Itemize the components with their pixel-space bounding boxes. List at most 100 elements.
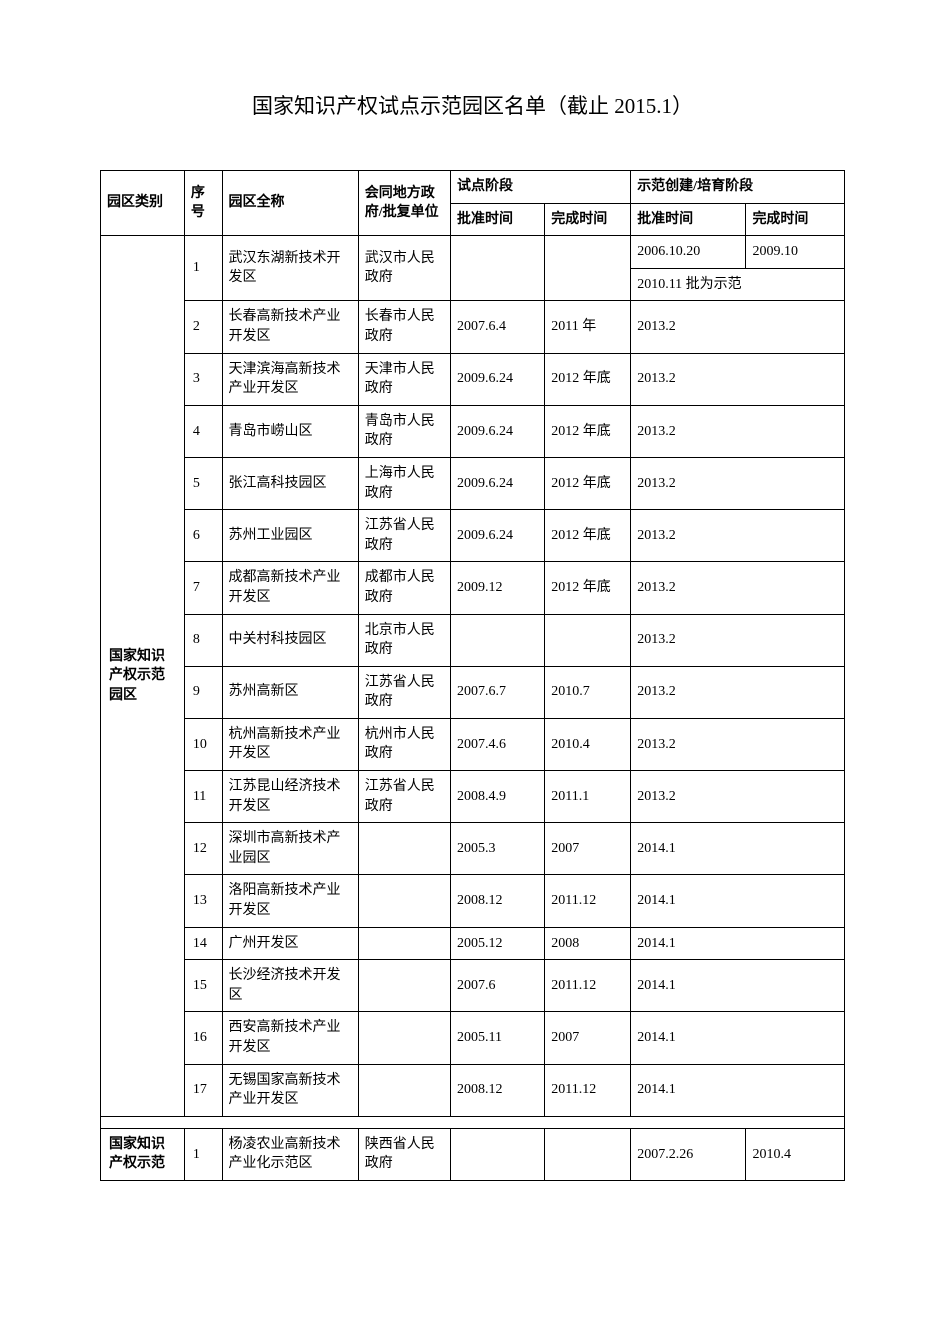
authority-cell xyxy=(358,1064,450,1116)
seq-cell: 13 xyxy=(184,875,222,927)
authority-cell xyxy=(358,875,450,927)
seq-cell: 2 xyxy=(184,301,222,353)
table-row: 7成都高新技术产业开发区成都市人民政府2009.122012 年底2013.2 xyxy=(101,562,845,614)
pilot-complete-cell: 2011.12 xyxy=(545,875,631,927)
park-name-cell: 江苏昆山经济技术开发区 xyxy=(222,771,358,823)
authority-cell: 江苏省人民政府 xyxy=(358,666,450,718)
park-name-cell: 西安高新技术产业开发区 xyxy=(222,1012,358,1064)
demo-approve-cell: 2013.2 xyxy=(631,614,845,666)
pilot-approve-cell xyxy=(450,1128,544,1180)
pilot-complete-cell: 2012 年底 xyxy=(545,510,631,562)
authority-cell: 长春市人民政府 xyxy=(358,301,450,353)
seq-cell: 6 xyxy=(184,510,222,562)
pilot-complete-cell: 2007 xyxy=(545,1012,631,1064)
demo-approve-cell: 2013.2 xyxy=(631,405,845,457)
authority-cell: 青岛市人民政府 xyxy=(358,405,450,457)
header-authority: 会同地方政府/批复单位 xyxy=(358,171,450,236)
seq-cell: 5 xyxy=(184,457,222,509)
seq-cell: 16 xyxy=(184,1012,222,1064)
seq-cell: 8 xyxy=(184,614,222,666)
authority-cell: 陕西省人民政府 xyxy=(358,1128,450,1180)
pilot-complete-cell: 2011.1 xyxy=(545,771,631,823)
pilot-complete-cell: 2011.12 xyxy=(545,960,631,1012)
table-row: 3天津滨海高新技术产业开发区天津市人民政府2009.6.242012 年底201… xyxy=(101,353,845,405)
park-name-cell: 武汉东湖新技术开发区 xyxy=(222,236,358,301)
pilot-approve-cell: 2009.6.24 xyxy=(450,510,544,562)
park-name-cell: 广州开发区 xyxy=(222,927,358,960)
authority-cell: 杭州市人民政府 xyxy=(358,718,450,770)
table-row: 2长春高新技术产业开发区长春市人民政府2007.6.42011 年2013.2 xyxy=(101,301,845,353)
pilot-complete-cell: 2007 xyxy=(545,823,631,875)
authority-cell: 上海市人民政府 xyxy=(358,457,450,509)
pilot-approve-cell: 2008.12 xyxy=(450,1064,544,1116)
park-name-cell: 青岛市崂山区 xyxy=(222,405,358,457)
demo-approve-cell: 2007.2.26 xyxy=(631,1128,746,1180)
pilot-approve-cell: 2009.6.24 xyxy=(450,457,544,509)
pilot-approve-cell: 2008.4.9 xyxy=(450,771,544,823)
pilot-complete-cell: 2012 年底 xyxy=(545,457,631,509)
demo-approve-cell: 2014.1 xyxy=(631,1012,845,1064)
authority-cell xyxy=(358,823,450,875)
table-row: 国家知识产权示范园区1武汉东湖新技术开发区武汉市人民政府2006.10.2020… xyxy=(101,236,845,269)
authority-cell: 天津市人民政府 xyxy=(358,353,450,405)
header-seq: 序号 xyxy=(184,171,222,236)
authority-cell xyxy=(358,927,450,960)
authority-cell xyxy=(358,1012,450,1064)
seq-cell: 15 xyxy=(184,960,222,1012)
header-category: 园区类别 xyxy=(101,171,185,236)
park-name-cell: 苏州高新区 xyxy=(222,666,358,718)
table-row: 11江苏昆山经济技术开发区江苏省人民政府2008.4.92011.12013.2 xyxy=(101,771,845,823)
header-pilot-complete-time: 完成时间 xyxy=(545,203,631,236)
park-name-cell: 深圳市高新技术产业园区 xyxy=(222,823,358,875)
seq-cell: 4 xyxy=(184,405,222,457)
demo-approve-cell: 2013.2 xyxy=(631,353,845,405)
pilot-approve-cell: 2005.3 xyxy=(450,823,544,875)
table-row: 10杭州高新技术产业开发区杭州市人民政府2007.4.62010.42013.2 xyxy=(101,718,845,770)
category-cell: 国家知识产权示范 xyxy=(101,1128,185,1180)
seq-cell: 17 xyxy=(184,1064,222,1116)
park-name-cell: 张江高科技园区 xyxy=(222,457,358,509)
seq-cell: 1 xyxy=(184,1128,222,1180)
table-row: 9苏州高新区江苏省人民政府2007.6.72010.72013.2 xyxy=(101,666,845,718)
header-park-name: 园区全称 xyxy=(222,171,358,236)
pilot-complete-cell: 2010.4 xyxy=(545,718,631,770)
authority-cell: 江苏省人民政府 xyxy=(358,510,450,562)
seq-cell: 1 xyxy=(184,236,222,301)
park-name-cell: 长春高新技术产业开发区 xyxy=(222,301,358,353)
demo-approve-cell: 2013.2 xyxy=(631,718,845,770)
park-name-cell: 杨凌农业高新技术产业化示范区 xyxy=(222,1128,358,1180)
pilot-complete-cell xyxy=(545,614,631,666)
pilot-approve-cell: 2007.4.6 xyxy=(450,718,544,770)
demo-approve-cell: 2013.2 xyxy=(631,457,845,509)
pilot-complete-cell: 2012 年底 xyxy=(545,353,631,405)
pilot-complete-cell: 2010.7 xyxy=(545,666,631,718)
demo-approve-cell: 2013.2 xyxy=(631,771,845,823)
demo-approve-cell: 2013.2 xyxy=(631,510,845,562)
demo-approve-cell: 2014.1 xyxy=(631,960,845,1012)
demo-note-cell: 2010.11 批为示范 xyxy=(631,268,845,301)
park-name-cell: 洛阳高新技术产业开发区 xyxy=(222,875,358,927)
table-row: 国家知识产权示范1杨凌农业高新技术产业化示范区陕西省人民政府2007.2.262… xyxy=(101,1128,845,1180)
pilot-approve-cell xyxy=(450,614,544,666)
table-row: 17无锡国家高新技术产业开发区2008.122011.122014.1 xyxy=(101,1064,845,1116)
table-row: 6苏州工业园区江苏省人民政府2009.6.242012 年底2013.2 xyxy=(101,510,845,562)
demo-approve-cell: 2014.1 xyxy=(631,823,845,875)
seq-cell: 11 xyxy=(184,771,222,823)
table-row: 15长沙经济技术开发区2007.62011.122014.1 xyxy=(101,960,845,1012)
table-row: 16西安高新技术产业开发区2005.1120072014.1 xyxy=(101,1012,845,1064)
table-row: 8中关村科技园区北京市人民政府2013.2 xyxy=(101,614,845,666)
park-name-cell: 天津滨海高新技术产业开发区 xyxy=(222,353,358,405)
demo-approve-cell: 2013.2 xyxy=(631,666,845,718)
demo-approve-cell: 2014.1 xyxy=(631,875,845,927)
pilot-approve-cell: 2009.6.24 xyxy=(450,405,544,457)
table-row: 12深圳市高新技术产业园区2005.320072014.1 xyxy=(101,823,845,875)
park-name-cell: 中关村科技园区 xyxy=(222,614,358,666)
separator-row xyxy=(101,1116,845,1128)
pilot-approve-cell: 2007.6 xyxy=(450,960,544,1012)
pilot-complete-cell: 2011.12 xyxy=(545,1064,631,1116)
pilot-approve-cell: 2008.12 xyxy=(450,875,544,927)
pilot-approve-cell xyxy=(450,236,544,301)
pilot-complete-cell xyxy=(545,236,631,301)
demo-approve-cell: 2006.10.20 xyxy=(631,236,746,269)
seq-cell: 10 xyxy=(184,718,222,770)
